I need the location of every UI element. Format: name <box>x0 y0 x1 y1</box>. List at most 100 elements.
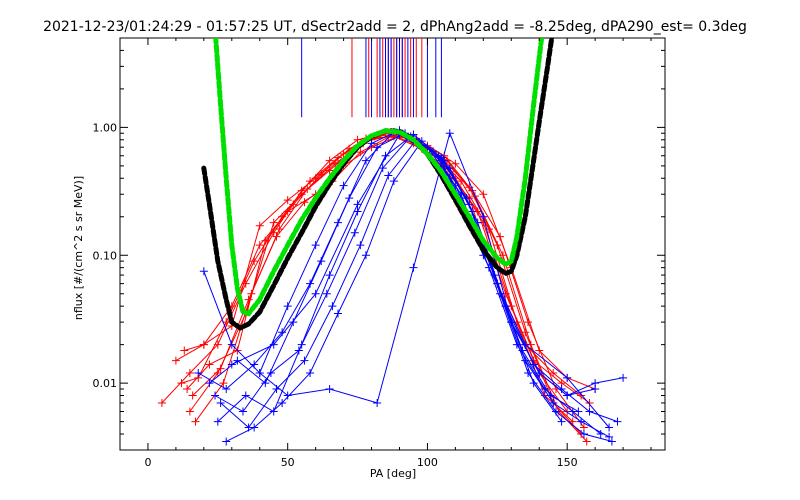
data-point <box>183 384 192 393</box>
data-point <box>222 437 231 446</box>
y-tick-label: 0.10 <box>93 249 118 262</box>
data-point <box>546 391 555 400</box>
data-point <box>303 184 312 193</box>
data-point <box>250 423 259 432</box>
x-tick-label: 100 <box>417 456 438 469</box>
data-point <box>496 232 505 241</box>
data-point <box>507 318 516 327</box>
data-point <box>378 164 387 173</box>
data-point <box>216 398 225 407</box>
data-point <box>289 318 298 327</box>
data-point <box>306 279 315 288</box>
data-point <box>605 423 614 432</box>
data-point <box>334 309 342 318</box>
data-point <box>250 257 259 266</box>
data-point <box>325 271 334 280</box>
data-point <box>389 177 398 186</box>
data-point <box>199 340 208 349</box>
data-point <box>238 407 247 416</box>
data-point <box>350 228 359 237</box>
data-point <box>283 207 292 216</box>
data-point <box>269 340 278 349</box>
data-point <box>373 143 382 152</box>
plot-frame <box>119 37 666 451</box>
data-point <box>591 384 600 393</box>
data-point <box>289 200 298 209</box>
data-point <box>557 417 566 426</box>
data-point <box>188 391 197 400</box>
x-tick-label: 50 <box>281 456 295 469</box>
data-point <box>328 302 337 311</box>
data-point <box>339 181 348 190</box>
chart-title: 2021-12-23/01:24:29 - 01:57:25 UT, dSect… <box>43 19 747 35</box>
data-point <box>216 364 225 373</box>
data-point <box>322 289 331 298</box>
series-line <box>203 129 624 397</box>
data-point <box>574 407 583 416</box>
data-point <box>356 148 365 157</box>
data-point <box>384 171 393 180</box>
data-point <box>498 251 507 260</box>
data-point <box>211 391 220 400</box>
data-point <box>373 398 382 407</box>
data-point <box>577 417 586 426</box>
data-point <box>283 391 292 400</box>
y-tick-label: 1.00 <box>93 121 118 134</box>
data-point <box>549 369 558 378</box>
data-point <box>241 391 250 400</box>
data-point <box>205 360 214 369</box>
series-line <box>214 135 579 413</box>
data-point <box>194 369 203 378</box>
series-line <box>225 140 563 442</box>
data-layer <box>157 38 628 446</box>
data-point <box>535 369 544 378</box>
data-point <box>549 398 558 407</box>
data-point <box>409 263 418 272</box>
y-tick-label: 0.01 <box>93 377 118 390</box>
data-point <box>445 129 454 138</box>
data-point <box>266 369 275 378</box>
data-point <box>445 164 454 173</box>
data-point <box>272 232 281 241</box>
data-point <box>185 407 194 416</box>
data-point <box>479 212 488 221</box>
data-point <box>278 398 287 407</box>
x-axis-label: PA [deg] <box>370 467 416 480</box>
data-point <box>613 417 622 426</box>
data-point <box>334 153 342 162</box>
data-point <box>325 156 334 165</box>
data-point <box>585 398 594 407</box>
data-point <box>521 340 530 349</box>
data-point <box>311 241 320 250</box>
data-point <box>283 196 292 205</box>
data-point <box>582 437 591 446</box>
data-point <box>269 218 278 227</box>
data-point <box>213 369 222 378</box>
data-point <box>607 437 616 446</box>
data-point <box>255 369 264 378</box>
data-point <box>524 369 533 378</box>
data-point <box>255 241 264 250</box>
data-point <box>361 156 370 165</box>
data-point <box>563 391 572 400</box>
data-point <box>185 369 194 378</box>
data-point <box>331 159 340 168</box>
data-point <box>417 137 426 146</box>
data-point <box>529 379 538 388</box>
data-point <box>367 139 376 148</box>
data-point <box>479 190 488 199</box>
data-point <box>177 379 186 388</box>
data-point <box>300 356 309 365</box>
data-point <box>451 159 460 168</box>
data-point <box>437 156 446 165</box>
data-point <box>325 384 334 393</box>
data-point <box>219 379 228 388</box>
fit-curve <box>213 38 545 317</box>
data-point <box>244 295 253 304</box>
data-point <box>191 417 200 426</box>
data-point <box>294 346 303 355</box>
data-point <box>250 360 259 369</box>
data-point <box>222 384 231 393</box>
data-point <box>213 417 222 426</box>
data-point <box>180 346 189 355</box>
